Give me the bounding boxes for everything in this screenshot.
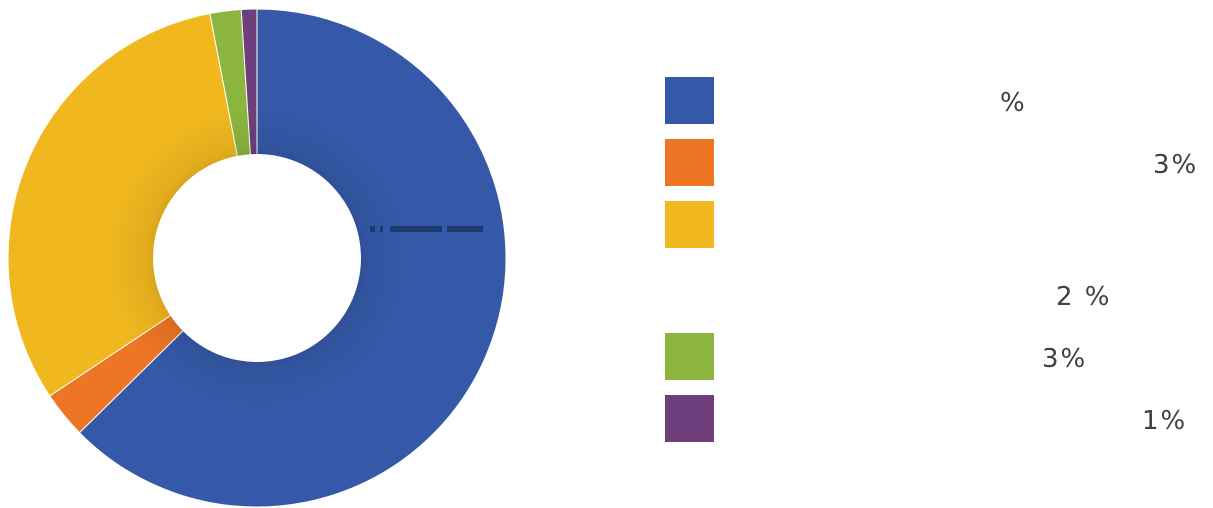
donut-chart (7, 8, 507, 508)
legend-label-yellow: 2 % (1056, 282, 1112, 312)
legend-swatch-yellow (665, 201, 714, 248)
legend-swatch-green (665, 333, 714, 380)
legend-label-green: 3% (1042, 344, 1088, 374)
label-leader-line (370, 226, 483, 232)
legend-label-purple: 1% (1142, 406, 1188, 436)
donut-hole (153, 154, 361, 362)
legend-swatch-orange (665, 139, 714, 186)
legend-label-orange: 3% (1153, 150, 1199, 180)
legend-label-blue: % (1000, 88, 1027, 118)
legend-swatch-blue (665, 77, 714, 124)
legend-swatch-purple (665, 395, 714, 442)
